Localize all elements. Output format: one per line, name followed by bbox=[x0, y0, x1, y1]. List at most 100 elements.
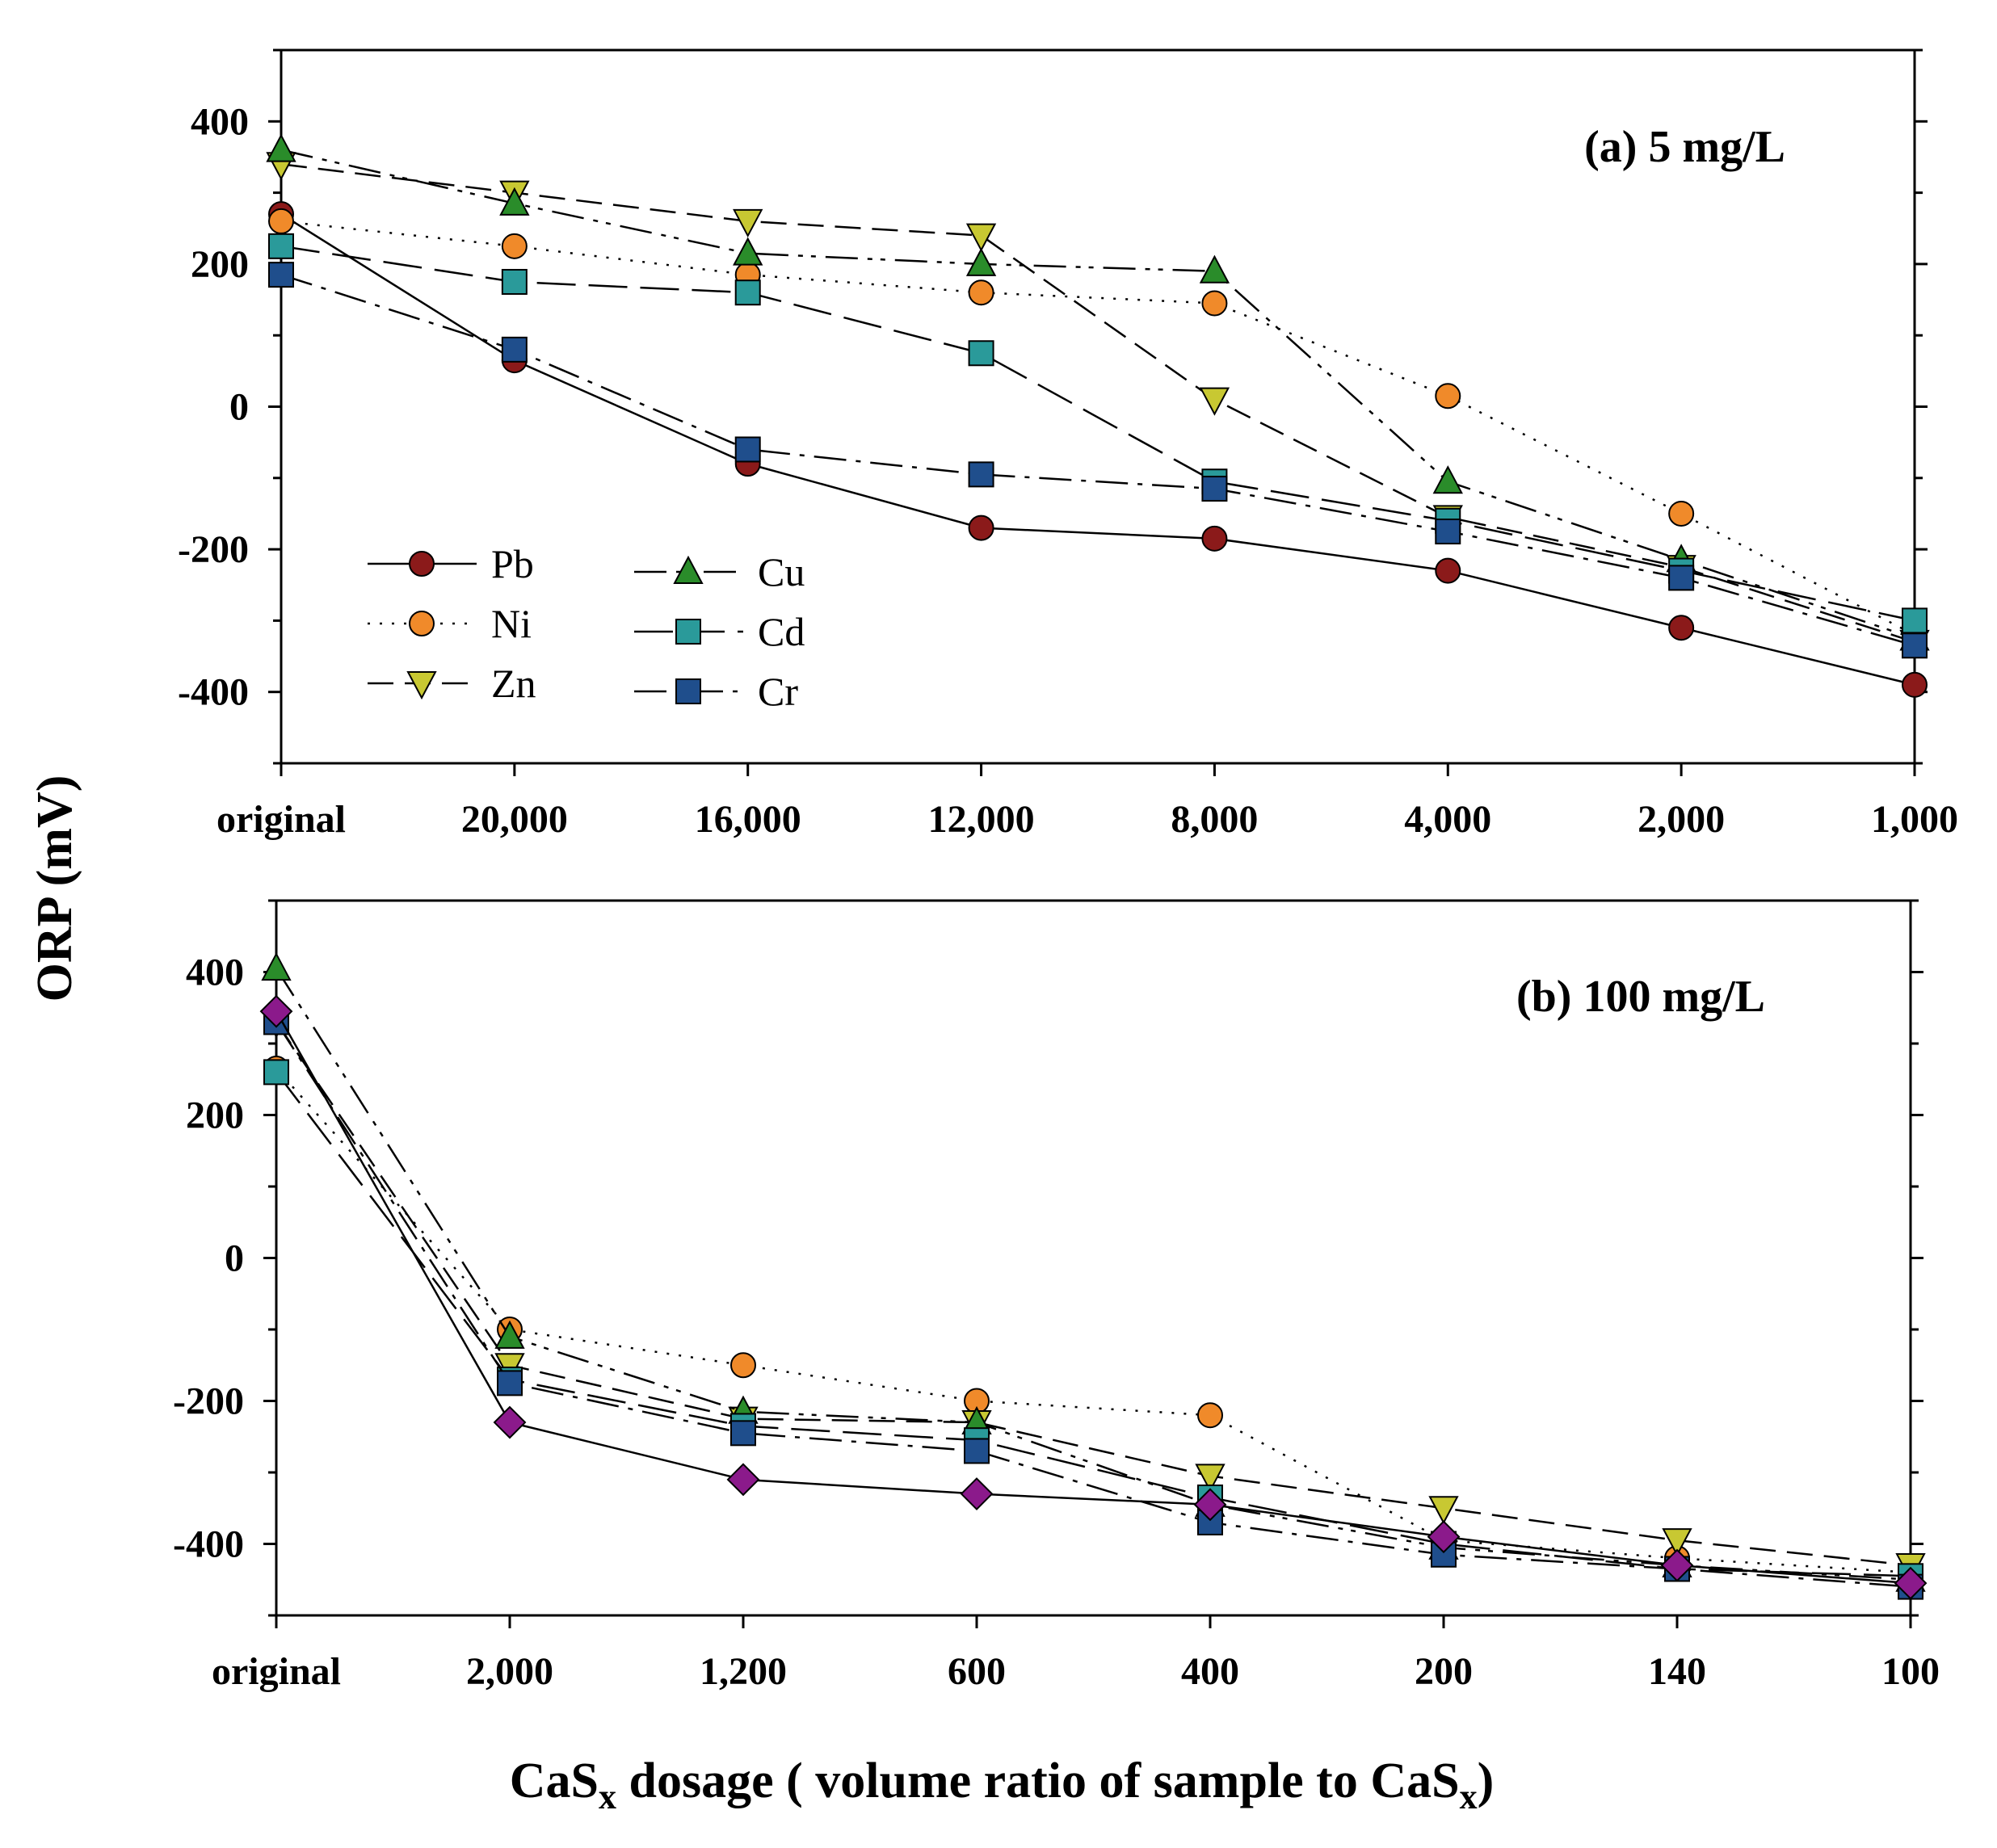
point-ni bbox=[968, 279, 994, 306]
x-tick-label: original bbox=[217, 798, 346, 841]
point-pb bbox=[1435, 557, 1461, 584]
point-pb bbox=[1894, 1566, 1928, 1600]
legend-marker-cd bbox=[675, 619, 701, 645]
y-axis-title: ORP (mV) bbox=[27, 775, 82, 1002]
x-axis-title: CaSx dosage ( volume ratio of sample to … bbox=[510, 1754, 1495, 1816]
series-line-cd bbox=[280, 245, 1915, 622]
point-zn bbox=[1662, 1528, 1692, 1557]
legend-marker-zn bbox=[406, 671, 437, 700]
x-tick-label: original bbox=[212, 1650, 341, 1693]
x-tick-label: 400 bbox=[1181, 1650, 1239, 1693]
x-tick-label: 16,000 bbox=[695, 798, 801, 841]
y-tick-label: -400 bbox=[178, 671, 249, 714]
point-zn bbox=[733, 208, 763, 238]
point-cr bbox=[1668, 565, 1695, 591]
point-ni bbox=[730, 1352, 756, 1379]
point-ni bbox=[1197, 1402, 1223, 1429]
point-zn bbox=[965, 223, 997, 252]
series-cr bbox=[268, 262, 1928, 659]
point-cr bbox=[730, 1420, 756, 1447]
legend-marker-cu bbox=[673, 555, 704, 584]
x-axis-title-part1: CaS bbox=[510, 1754, 599, 1808]
y-tick-label: -400 bbox=[173, 1523, 244, 1566]
point-pb bbox=[1193, 1488, 1227, 1522]
panel-b: -400 -200 0 200 400 original 2,000 1,200 600 400 2… bbox=[173, 899, 1940, 1693]
series-line-cr bbox=[280, 273, 1915, 647]
point-cr bbox=[501, 336, 528, 363]
point-cr bbox=[1197, 1509, 1223, 1535]
legend-label-cu: Cu bbox=[758, 549, 805, 594]
point-cd bbox=[268, 233, 294, 259]
series-pb bbox=[259, 994, 1928, 1600]
x-tick-label: 12,000 bbox=[928, 798, 1035, 841]
x-axis-title-sub2: x bbox=[1460, 1777, 1478, 1816]
x-tick-label: 1,200 bbox=[700, 1650, 787, 1693]
point-cr bbox=[1902, 632, 1928, 659]
point-cr bbox=[497, 1370, 523, 1396]
point-cu bbox=[1199, 254, 1230, 284]
x-axis-title-sub1: x bbox=[599, 1777, 616, 1816]
x-tick-label: 140 bbox=[1648, 1650, 1706, 1693]
legend-label-cd: Cd bbox=[758, 609, 805, 654]
point-cu bbox=[266, 133, 296, 162]
x-tick-label: 2,000 bbox=[466, 1650, 553, 1693]
legend-label-pb: Pb bbox=[491, 541, 534, 586]
series-line-pb bbox=[275, 1010, 1911, 1585]
series-line-cu bbox=[275, 968, 1911, 1581]
point-cu bbox=[494, 1320, 525, 1349]
series-line-cd bbox=[275, 1071, 1911, 1577]
point-ni bbox=[1668, 500, 1695, 527]
point-cd bbox=[263, 1059, 289, 1086]
point-cr bbox=[268, 262, 294, 288]
point-ni bbox=[1201, 290, 1228, 317]
series-ni bbox=[263, 1055, 1923, 1586]
x-tick-label: 2,000 bbox=[1638, 798, 1725, 841]
x-tick-label: 4,000 bbox=[1404, 798, 1491, 841]
point-cu bbox=[733, 237, 763, 266]
point-pb bbox=[1427, 1520, 1461, 1554]
point-cu bbox=[261, 951, 292, 981]
point-cr bbox=[1201, 476, 1228, 502]
point-zn bbox=[1195, 1464, 1226, 1493]
legend-marker-cr bbox=[675, 678, 701, 704]
series-zn bbox=[261, 1010, 1926, 1582]
series-line-ni bbox=[275, 1068, 1911, 1574]
y-tick-label: 0 bbox=[229, 386, 249, 429]
point-cu bbox=[499, 187, 530, 216]
y-tick-label: 200 bbox=[191, 243, 249, 286]
series-line-cu bbox=[280, 149, 1915, 640]
x-axis-title-part3: ) bbox=[1478, 1754, 1495, 1808]
point-pb bbox=[1668, 615, 1695, 641]
point-zn bbox=[1199, 387, 1230, 416]
x-tick-label: 1,000 bbox=[1871, 798, 1958, 841]
series-line-pb bbox=[280, 213, 1915, 687]
point-pb bbox=[1902, 671, 1928, 698]
point-cu bbox=[1432, 465, 1463, 494]
point-cu bbox=[965, 247, 997, 276]
x-axis-title-part2: dosage ( volume ratio of sample to CaS bbox=[616, 1754, 1460, 1808]
y-tick-label: 400 bbox=[186, 951, 244, 994]
series-line-ni bbox=[280, 220, 1915, 636]
point-pb bbox=[493, 1405, 527, 1439]
point-pb bbox=[1201, 525, 1228, 552]
series-line-cr bbox=[275, 1021, 1911, 1588]
series-cu bbox=[261, 951, 1926, 1592]
x-tick-label: 100 bbox=[1881, 1650, 1940, 1693]
point-cd bbox=[501, 268, 528, 295]
y-tick-label: 0 bbox=[225, 1237, 244, 1280]
legend: Pb Ni Zn Cu Cd Cr bbox=[368, 541, 805, 714]
y-tick-label: 200 bbox=[186, 1094, 244, 1137]
series-line-zn bbox=[275, 1021, 1911, 1567]
point-pb bbox=[1660, 1548, 1694, 1582]
legend-label-ni: Ni bbox=[491, 601, 532, 646]
point-pb bbox=[968, 514, 994, 541]
y-tick-label: -200 bbox=[178, 528, 249, 571]
y-tick-label: 400 bbox=[191, 100, 249, 143]
x-tick-label: 200 bbox=[1415, 1650, 1473, 1693]
series-cu bbox=[266, 133, 1930, 651]
point-cr bbox=[968, 461, 994, 488]
point-pb bbox=[259, 994, 293, 1028]
panel-label: (b) 100 mg/L bbox=[1516, 972, 1765, 1022]
y-tick-label: -200 bbox=[173, 1380, 244, 1423]
